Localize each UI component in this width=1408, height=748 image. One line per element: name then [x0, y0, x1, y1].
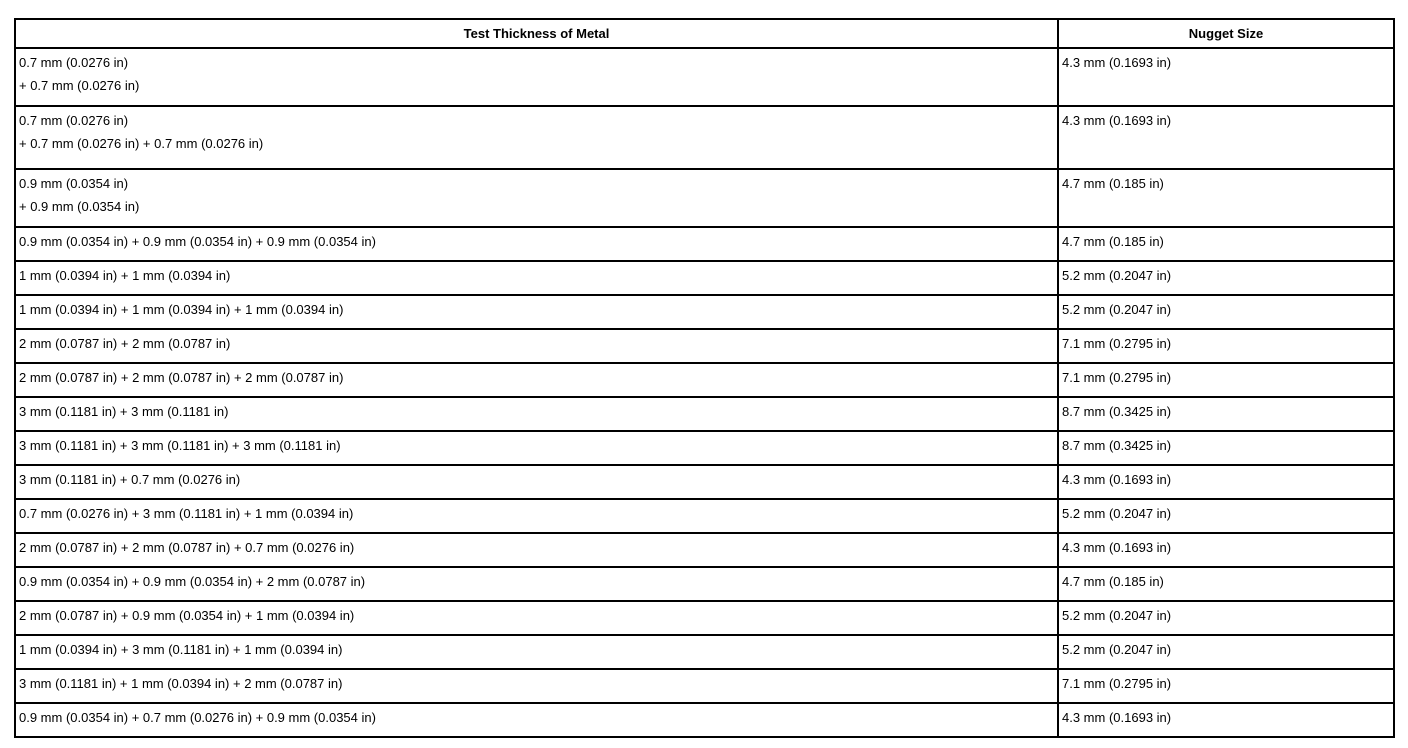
nugget-size-cell: 4.3 mm (0.1693 in) — [1062, 55, 1172, 70]
nugget-size-cell: 8.7 mm (0.3425 in) — [1062, 404, 1172, 419]
nugget-size-cell: 4.3 mm (0.1693 in) — [1062, 540, 1172, 555]
thickness-cell: 2 mm (0.0787 in) + 2 mm (0.0787 in) + 0.… — [16, 534, 1059, 566]
thickness-line: 2 mm (0.0787 in) + 2 mm (0.0787 in) + 2 … — [19, 370, 344, 385]
thickness-line: + 0.7 mm (0.0276 in) + 0.7 mm (0.0276 in… — [19, 136, 264, 151]
thickness-cell: 3 mm (0.1181 in) + 3 mm (0.1181 in) — [16, 398, 1059, 430]
header-nugget-size: Nugget Size — [1188, 26, 1264, 41]
table-row: 2 mm (0.0787 in) + 0.9 mm (0.0354 in) + … — [16, 602, 1393, 636]
thickness-line: + 0.9 mm (0.0354 in) — [19, 199, 140, 214]
thickness-line: 1 mm (0.0394 in) + 3 mm (0.1181 in) + 1 … — [19, 642, 343, 657]
nugget-size-cell: 4.7 mm (0.185 in) — [1062, 176, 1164, 191]
thickness-cell: 3 mm (0.1181 in) + 1 mm (0.0394 in) + 2 … — [16, 670, 1059, 702]
thickness-line: 2 mm (0.0787 in) + 0.9 mm (0.0354 in) + … — [19, 608, 355, 623]
table-row: 2 mm (0.0787 in) + 2 mm (0.0787 in) + 2 … — [16, 364, 1393, 398]
nugget-size-cell: 4.7 mm (0.185 in) — [1062, 574, 1164, 589]
nugget-size-cell: 5.2 mm (0.2047 in) — [1062, 268, 1172, 283]
table-row: 0.7 mm (0.0276 in) + 0.7 mm (0.0276 in) +… — [16, 107, 1393, 170]
table-row: 1 mm (0.0394 in) + 3 mm (0.1181 in) + 1 … — [16, 636, 1393, 670]
nugget-size-cell: 4.3 mm (0.1693 in) — [1062, 113, 1172, 128]
thickness-line: 0.7 mm (0.0276 in) — [19, 113, 129, 128]
thickness-cell: 0.7 mm (0.0276 in) + 0.7 mm (0.0276 in) +… — [16, 107, 1059, 168]
thickness-cell: 3 mm (0.1181 in) + 3 mm (0.1181 in) + 3 … — [16, 432, 1059, 464]
table-row: 0.9 mm (0.0354 in) + 0.9 mm (0.0354 in) 4.… — [16, 170, 1393, 228]
thickness-cell: 1 mm (0.0394 in) + 3 mm (0.1181 in) + 1 … — [16, 636, 1059, 668]
thickness-line: 1 mm (0.0394 in) + 1 mm (0.0394 in) — [19, 268, 231, 283]
thickness-line: 3 mm (0.1181 in) + 3 mm (0.1181 in) — [19, 404, 229, 419]
nugget-size-cell: 4.3 mm (0.1693 in) — [1062, 710, 1172, 725]
nugget-size-cell: 8.7 mm (0.3425 in) — [1062, 438, 1172, 453]
thickness-cell: 0.9 mm (0.0354 in) + 0.7 mm (0.0276 in) … — [16, 704, 1059, 736]
table-header-row: Test Thickness of Metal Nugget Size — [16, 20, 1393, 49]
nugget-size-cell: 5.2 mm (0.2047 in) — [1062, 642, 1172, 657]
thickness-line: 3 mm (0.1181 in) + 3 mm (0.1181 in) + 3 … — [19, 438, 341, 453]
thickness-cell: 1 mm (0.0394 in) + 1 mm (0.0394 in) — [16, 262, 1059, 294]
table-row: 2 mm (0.0787 in) + 2 mm (0.0787 in) 7.1 m… — [16, 330, 1393, 364]
thickness-cell: 0.7 mm (0.0276 in) + 0.7 mm (0.0276 in) — [16, 49, 1059, 105]
thickness-cell: 0.7 mm (0.0276 in) + 3 mm (0.1181 in) + … — [16, 500, 1059, 532]
table-row: 3 mm (0.1181 in) + 0.7 mm (0.0276 in) 4.3… — [16, 466, 1393, 500]
thickness-cell: 0.9 mm (0.0354 in) + 0.9 mm (0.0354 in) — [16, 170, 1059, 226]
thickness-cell: 2 mm (0.0787 in) + 0.9 mm (0.0354 in) + … — [16, 602, 1059, 634]
table-row: 0.9 mm (0.0354 in) + 0.7 mm (0.0276 in) … — [16, 704, 1393, 738]
nugget-size-cell: 7.1 mm (0.2795 in) — [1062, 336, 1172, 351]
table-row: 1 mm (0.0394 in) + 1 mm (0.0394 in) 5.2 m… — [16, 262, 1393, 296]
thickness-line: 0.9 mm (0.0354 in) + 0.7 mm (0.0276 in) … — [19, 710, 376, 725]
thickness-line: 0.9 mm (0.0354 in) + 0.9 mm (0.0354 in) … — [19, 574, 366, 589]
table-row: 2 mm (0.0787 in) + 2 mm (0.0787 in) + 0.… — [16, 534, 1393, 568]
thickness-line: 3 mm (0.1181 in) + 1 mm (0.0394 in) + 2 … — [19, 676, 343, 691]
table-row: 0.9 mm (0.0354 in) + 0.9 mm (0.0354 in) … — [16, 228, 1393, 262]
thickness-line: 1 mm (0.0394 in) + 1 mm (0.0394 in) + 1 … — [19, 302, 344, 317]
table-row: 3 mm (0.1181 in) + 3 mm (0.1181 in) 8.7 m… — [16, 398, 1393, 432]
thickness-line: 2 mm (0.0787 in) + 2 mm (0.0787 in) + 0.… — [19, 540, 355, 555]
thickness-line: 0.7 mm (0.0276 in) + 3 mm (0.1181 in) + … — [19, 506, 354, 521]
thickness-cell: 2 mm (0.0787 in) + 2 mm (0.0787 in) — [16, 330, 1059, 362]
table-row: 1 mm (0.0394 in) + 1 mm (0.0394 in) + 1 … — [16, 296, 1393, 330]
nugget-size-cell: 4.3 mm (0.1693 in) — [1062, 472, 1172, 487]
thickness-cell: 1 mm (0.0394 in) + 1 mm (0.0394 in) + 1 … — [16, 296, 1059, 328]
nugget-size-cell: 7.1 mm (0.2795 in) — [1062, 676, 1172, 691]
nugget-size-cell: 5.2 mm (0.2047 in) — [1062, 302, 1172, 317]
header-test-thickness: Test Thickness of Metal — [16, 20, 1059, 47]
table-row: 0.7 mm (0.0276 in) + 0.7 mm (0.0276 in) 4.… — [16, 49, 1393, 107]
thickness-line: 0.9 mm (0.0354 in) — [19, 176, 129, 191]
thickness-line: 0.9 mm (0.0354 in) + 0.9 mm (0.0354 in) … — [19, 234, 376, 249]
table-row: 3 mm (0.1181 in) + 1 mm (0.0394 in) + 2 … — [16, 670, 1393, 704]
thickness-line: + 0.7 mm (0.0276 in) — [19, 78, 140, 93]
nugget-size-cell: 7.1 mm (0.2795 in) — [1062, 370, 1172, 385]
table-row: 0.9 mm (0.0354 in) + 0.9 mm (0.0354 in) … — [16, 568, 1393, 602]
thickness-cell: 2 mm (0.0787 in) + 2 mm (0.0787 in) + 2 … — [16, 364, 1059, 396]
thickness-line: 2 mm (0.0787 in) + 2 mm (0.0787 in) — [19, 336, 231, 351]
nugget-size-table: Test Thickness of Metal Nugget Size 0.7 … — [14, 18, 1395, 738]
nugget-size-cell: 5.2 mm (0.2047 in) — [1062, 608, 1172, 623]
table-row: 3 mm (0.1181 in) + 3 mm (0.1181 in) + 3 … — [16, 432, 1393, 466]
nugget-size-cell: 5.2 mm (0.2047 in) — [1062, 506, 1172, 521]
thickness-cell: 0.9 mm (0.0354 in) + 0.9 mm (0.0354 in) … — [16, 568, 1059, 600]
thickness-line: 3 mm (0.1181 in) + 0.7 mm (0.0276 in) — [19, 472, 241, 487]
thickness-line: 0.7 mm (0.0276 in) — [19, 55, 129, 70]
thickness-cell: 3 mm (0.1181 in) + 0.7 mm (0.0276 in) — [16, 466, 1059, 498]
thickness-cell: 0.9 mm (0.0354 in) + 0.9 mm (0.0354 in) … — [16, 228, 1059, 260]
nugget-size-cell: 4.7 mm (0.185 in) — [1062, 234, 1164, 249]
table-row: 0.7 mm (0.0276 in) + 3 mm (0.1181 in) + … — [16, 500, 1393, 534]
